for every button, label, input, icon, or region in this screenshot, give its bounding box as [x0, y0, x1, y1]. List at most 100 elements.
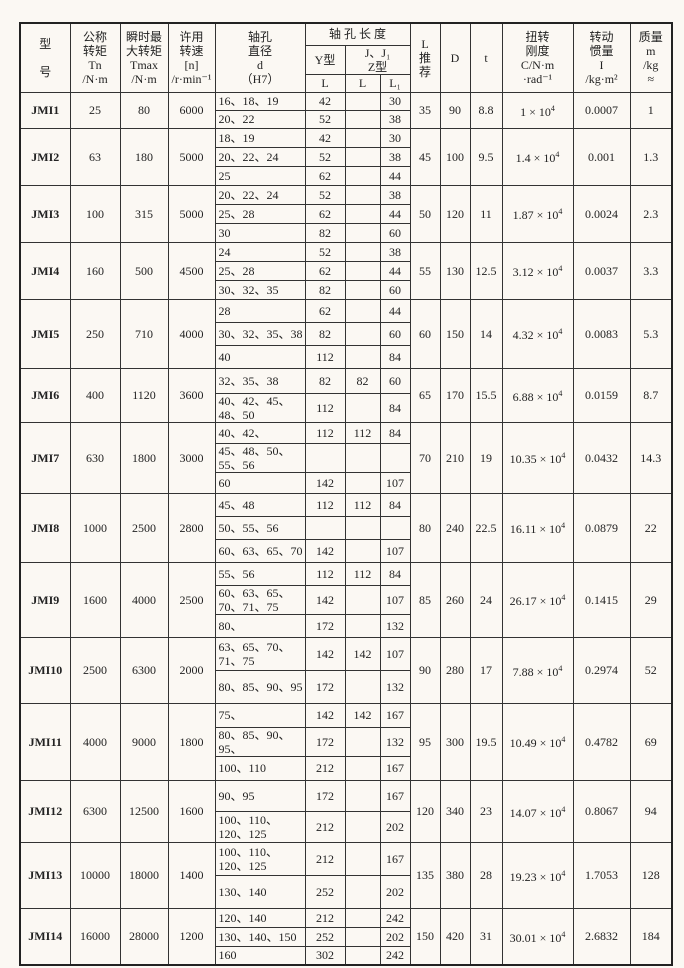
- j-length-cell: [344, 907, 381, 928]
- table-row: JMI2 63 180 5000 18、19 42 30 45 100 9.5 1.4 × 104 0…: [19, 127, 673, 186]
- l1-length-cell: 60: [379, 321, 411, 346]
- y-length-cell: 142: [304, 584, 346, 615]
- bore-diameter-cell: 50、55、56: [214, 515, 306, 540]
- max-torque-cell: 1120: [119, 367, 169, 423]
- bore-diameter-cell: 55、56: [214, 561, 306, 586]
- y-length-cell: 62: [304, 260, 346, 281]
- stiffness-value: 1.87 × 10: [512, 208, 559, 222]
- D-cell: 240: [439, 492, 471, 563]
- bore-diameter-cell: 60、63、65、70、71、75: [214, 584, 306, 615]
- bore-diameter-cell: 25、28: [214, 260, 306, 281]
- y-length-cell: 212: [304, 907, 346, 928]
- mass-cell: 14.3: [629, 421, 673, 494]
- D-cell: 420: [439, 907, 471, 966]
- stiffness-exponent: 4: [558, 264, 563, 273]
- y-length-cell: 42: [304, 91, 346, 111]
- l1-length-cell: 38: [379, 241, 411, 262]
- D-cell: 380: [439, 841, 471, 909]
- bore-diameter-cell: 100、110、120、125: [214, 810, 306, 843]
- stiffness-exponent: 4: [561, 804, 566, 814]
- nominal-torque-cell: 63: [69, 127, 121, 186]
- table-row: JMI11 4000 9000 1800 75、 142 142 167 95 300 19.5 10…: [19, 702, 673, 781]
- y-length-cell: 112: [304, 561, 346, 586]
- model-cell: JMI3: [19, 184, 71, 243]
- j-length-cell: [344, 670, 381, 704]
- mass-cell: 3.3: [629, 241, 673, 300]
- y-length-cell: [304, 516, 346, 540]
- t-cell: 23: [469, 779, 503, 843]
- y-length-cell: 142: [304, 636, 346, 671]
- y-length-cell: 62: [304, 165, 346, 186]
- l1-length-cell: 167: [379, 702, 411, 728]
- t-cell: 15.5: [469, 367, 503, 423]
- j-length-cell: [344, 280, 381, 300]
- stiffness-cell: 14.07 × 104: [501, 779, 574, 843]
- mass-cell: 128: [629, 841, 673, 909]
- t-cell: 14: [469, 298, 503, 369]
- l1-length-cell: 44: [379, 203, 411, 224]
- j-length-cell: [344, 539, 381, 563]
- j-length-cell: 142: [344, 702, 381, 728]
- l1-length-cell: [379, 516, 411, 540]
- table-row: JMI3 100 315 5000 20、22、24 52 38 50 120 11 1.87 × …: [19, 184, 673, 243]
- stiffness-value: 26.17 × 10: [509, 594, 562, 608]
- stiffness-value: 3.12 × 10: [512, 265, 559, 279]
- y-length-cell: 82: [304, 279, 346, 300]
- l1-length-cell: 44: [379, 260, 411, 281]
- t-cell: 24: [469, 561, 503, 638]
- j-length-cell: [344, 472, 381, 494]
- stiffness-exponent: 4: [550, 103, 555, 113]
- inertia-cell: 0.4782: [572, 702, 631, 781]
- stiffness-cell: 7.88 × 104: [501, 636, 574, 704]
- model-cell: JMI12: [19, 779, 71, 843]
- inertia-cell: 0.0037: [572, 241, 631, 300]
- l1-length-cell: 202: [379, 810, 411, 843]
- mass-cell: 1: [629, 91, 673, 129]
- D-cell: 280: [439, 636, 471, 704]
- header-length-group: 轴 孔 长 度: [304, 22, 411, 46]
- nominal-torque-cell: 1000: [69, 492, 121, 563]
- mass-cell: 94: [629, 779, 673, 843]
- stiffness-cell: 26.17 × 104: [501, 561, 574, 638]
- model-cell: JMI9: [19, 561, 71, 638]
- l-recommended-cell: 65: [409, 367, 441, 423]
- l-recommended-cell: 50: [409, 184, 441, 243]
- max-torque-cell: 710: [119, 298, 169, 369]
- l1-length-cell: 107: [379, 636, 411, 671]
- stiffness-cell: 3.12 × 104: [501, 241, 574, 300]
- D-cell: 100: [439, 127, 471, 186]
- header-inertia: 转动 惯量 I /kg·m²: [572, 22, 631, 93]
- l-recommended-cell: 85: [409, 561, 441, 638]
- max-torque-cell: 315: [119, 184, 169, 243]
- l1-length-cell: 30: [379, 127, 411, 148]
- header-l-recommended: L 推 荐: [409, 22, 441, 93]
- l1-length-cell: 242: [379, 945, 411, 966]
- l-recommended-cell: 45: [409, 127, 441, 186]
- D-cell: 120: [439, 184, 471, 243]
- j-length-cell: [344, 393, 381, 423]
- model-cell: JMI14: [19, 907, 71, 966]
- y-length-cell: 212: [304, 755, 346, 781]
- table-row: 45、48、50、55、56: [20, 442, 672, 473]
- t-cell: 19.5: [469, 702, 503, 781]
- y-length-cell: 142: [304, 702, 346, 728]
- table-row: JMI14 16000 28000 1200 120、140 212 242 150 420 31…: [19, 907, 673, 966]
- stiffness-value: 7.88 × 10: [512, 664, 559, 679]
- nominal-torque-cell: 6300: [69, 779, 121, 843]
- D-cell: 170: [439, 367, 471, 423]
- l1-length-cell: 44: [379, 298, 411, 323]
- model-cell: JMI13: [19, 841, 71, 909]
- inertia-cell: 0.0007: [572, 91, 631, 129]
- speed-cell: 2800: [167, 492, 216, 563]
- stiffness-exponent: 4: [561, 451, 566, 460]
- stiffness-cell: 30.01 × 104: [501, 907, 574, 966]
- nominal-torque-cell: 630: [69, 421, 121, 494]
- model-cell: JMI4: [19, 241, 71, 300]
- stiffness-exponent: 4: [558, 327, 563, 336]
- j-length-cell: [344, 779, 381, 812]
- bore-diameter-cell: 160: [214, 945, 306, 966]
- D-cell: 300: [439, 702, 471, 781]
- l1-length-cell: 107: [379, 471, 411, 494]
- stiffness-value: 16.11 × 10: [509, 522, 562, 536]
- j-length-cell: 82: [344, 367, 381, 394]
